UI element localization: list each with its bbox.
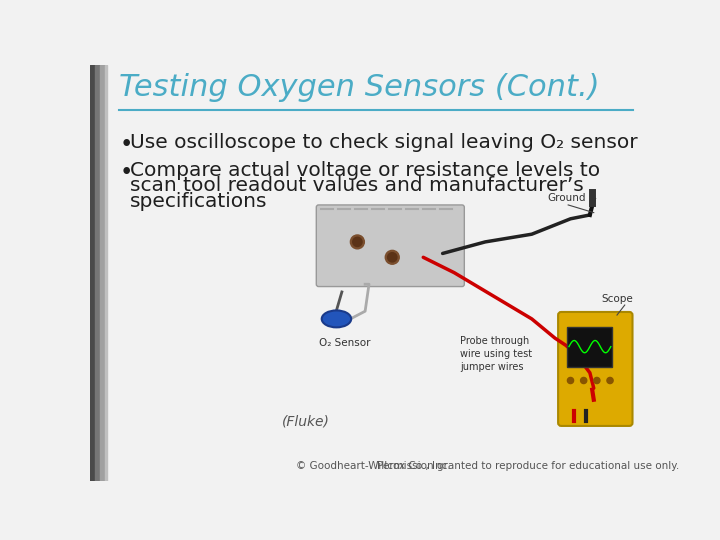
FancyBboxPatch shape	[316, 205, 464, 287]
Text: Scope: Scope	[601, 294, 634, 303]
Text: Permission granted to reproduce for educational use only.: Permission granted to reproduce for educ…	[377, 461, 679, 471]
Bar	[100, 65, 104, 481]
Text: © Goodheart-Willcox Co., Inc.: © Goodheart-Willcox Co., Inc.	[295, 461, 450, 471]
Text: Compare actual voltage or resistance levels to: Compare actual voltage or resistance lev…	[130, 161, 600, 180]
Text: (Fluke): (Fluke)	[282, 414, 329, 428]
Bar	[104, 65, 107, 481]
Circle shape	[387, 253, 397, 262]
FancyBboxPatch shape	[558, 312, 632, 426]
Circle shape	[607, 377, 613, 383]
Bar	[567, 327, 612, 367]
Text: Ground: Ground	[547, 193, 586, 204]
Text: Testing Oxygen Sensors (Cont.): Testing Oxygen Sensors (Cont.)	[120, 73, 600, 102]
Circle shape	[353, 237, 362, 247]
Circle shape	[567, 377, 574, 383]
Text: O₂ Sensor: O₂ Sensor	[319, 338, 370, 348]
Text: •: •	[120, 161, 132, 184]
Ellipse shape	[322, 310, 351, 327]
Text: •: •	[120, 132, 132, 156]
Text: Use oscilloscope to check signal leaving O₂ sensor: Use oscilloscope to check signal leaving…	[130, 132, 638, 152]
Text: scan tool readout values and manufacturer’s: scan tool readout values and manufacture…	[130, 177, 584, 195]
Text: Probe through
wire using test
jumper wires: Probe through wire using test jumper wir…	[461, 336, 533, 372]
Circle shape	[580, 377, 587, 383]
Circle shape	[385, 251, 399, 264]
Circle shape	[351, 235, 364, 249]
Bar	[94, 65, 100, 481]
Text: specifications: specifications	[130, 192, 268, 211]
Circle shape	[594, 377, 600, 383]
Bar	[90, 65, 94, 481]
